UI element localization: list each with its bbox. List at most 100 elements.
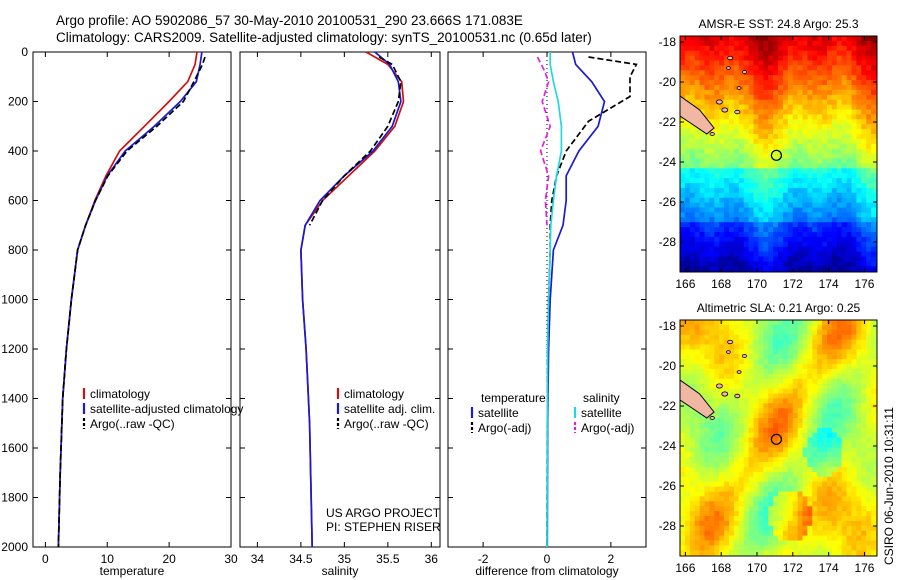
map-cell	[787, 266, 794, 272]
map-y-tick-label: -20	[659, 359, 677, 373]
map-cell	[763, 202, 769, 208]
map-cell	[851, 119, 857, 125]
map-cell	[724, 496, 730, 502]
map-cell	[758, 197, 764, 203]
map-cell	[778, 320, 784, 326]
map-cell	[787, 418, 794, 424]
map-cell	[694, 36, 700, 42]
map-cell	[817, 261, 823, 267]
map-cell	[694, 168, 700, 174]
map-cell	[802, 158, 808, 164]
map-cell	[714, 320, 720, 326]
map-cell	[871, 520, 877, 527]
map-cell	[871, 383, 877, 389]
map-cell	[817, 369, 823, 375]
map-cell	[714, 45, 720, 52]
map-cell	[807, 398, 813, 404]
map-cell	[822, 50, 828, 56]
map-cell	[684, 232, 691, 238]
map-cell	[733, 192, 740, 199]
map-cell	[733, 153, 740, 159]
map-cell	[743, 491, 749, 497]
map-cell	[738, 511, 745, 517]
map-cell	[689, 462, 696, 468]
map-cell	[704, 60, 710, 66]
map-cell	[704, 183, 710, 189]
map-cell	[768, 422, 774, 429]
map-cell	[719, 511, 725, 517]
map-cell	[748, 168, 754, 174]
legend-entry: satellite	[478, 406, 519, 420]
map-cell	[724, 427, 730, 434]
map-cell	[699, 129, 705, 135]
map-cell	[763, 65, 769, 71]
map-cell	[782, 525, 789, 532]
map-cell	[802, 89, 808, 96]
map-cell	[753, 364, 759, 370]
map-cell	[846, 89, 852, 96]
map-cell	[758, 187, 764, 194]
map-cell	[856, 227, 862, 233]
map-cell	[733, 187, 740, 194]
map-cell	[846, 183, 852, 189]
map-cell	[846, 545, 852, 551]
map-cell	[748, 138, 754, 145]
map-cell	[709, 261, 715, 267]
map-cell	[729, 197, 735, 203]
map-cell	[787, 104, 794, 110]
map-cell	[773, 432, 779, 438]
map-cell	[684, 408, 691, 414]
map-cell	[792, 550, 798, 556]
map-cell	[841, 467, 847, 473]
map-cell	[861, 138, 867, 145]
map-cell	[729, 457, 735, 463]
map-cell	[846, 339, 852, 345]
map-cell	[782, 55, 789, 61]
map-cell	[680, 148, 686, 154]
map-cell	[846, 432, 852, 438]
map-cell	[831, 486, 838, 492]
map-cell	[836, 334, 843, 340]
map-cell	[831, 246, 838, 252]
map-cell	[680, 545, 686, 551]
map-cell	[802, 413, 808, 419]
map-cell	[807, 516, 813, 522]
map-cell	[851, 138, 857, 145]
map-cell	[846, 227, 852, 233]
map-cell	[861, 114, 867, 120]
map-cell	[699, 491, 705, 497]
map-cell	[768, 148, 774, 154]
map-cell	[709, 158, 715, 164]
map-cell	[861, 320, 867, 326]
map-cell	[841, 408, 847, 414]
map-cell	[719, 501, 725, 507]
map-cell	[856, 124, 862, 130]
map-cell	[684, 163, 691, 169]
map-cell	[763, 80, 769, 86]
map-cell	[797, 227, 803, 233]
map-cell	[724, 89, 730, 96]
map-cell	[724, 398, 730, 404]
map-cell	[719, 227, 725, 233]
map-cell	[871, 545, 877, 551]
map-cell	[689, 241, 696, 248]
map-cell	[724, 329, 730, 336]
map-cell	[797, 153, 803, 159]
map-cell	[807, 418, 813, 424]
map-cell	[841, 50, 847, 56]
map-cell	[680, 408, 686, 414]
map-cell	[831, 148, 838, 154]
map-cell	[768, 324, 774, 331]
map-cell	[807, 36, 813, 42]
map-cell	[778, 153, 784, 159]
map-cell	[871, 222, 877, 228]
map-cell	[792, 114, 798, 120]
map-cell	[831, 530, 838, 536]
map-cell	[684, 378, 691, 385]
map-cell	[758, 183, 764, 189]
map-cell	[807, 232, 813, 238]
map-cell	[758, 486, 764, 492]
map-cell	[871, 550, 877, 556]
map-cell	[738, 222, 745, 228]
map-cell	[743, 114, 749, 120]
